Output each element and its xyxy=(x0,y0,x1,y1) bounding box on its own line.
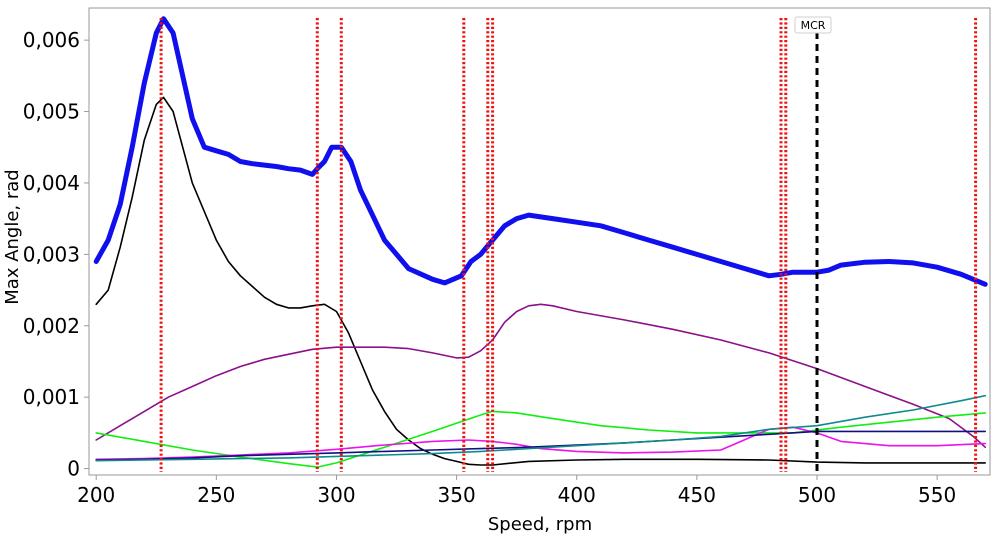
x-tick-label: 300 xyxy=(317,483,355,507)
x-tick-label: 550 xyxy=(918,483,956,507)
series-line-order-teal xyxy=(95,394,987,462)
x-tick-label: 350 xyxy=(438,483,476,507)
y-tick-label: 0,005 xyxy=(23,100,80,124)
mcr-label-box xyxy=(794,16,832,34)
x-axis-title: Speed, rpm xyxy=(488,514,592,535)
x-tick-label: 450 xyxy=(678,483,716,507)
x-tick-label: 250 xyxy=(197,483,235,507)
plot-frame xyxy=(88,7,991,476)
series-line-order-navy xyxy=(95,430,987,461)
y-tick-label: 0,001 xyxy=(23,385,80,409)
x-tick-label: 500 xyxy=(798,483,836,507)
y-tick-label: 0,004 xyxy=(23,171,80,195)
mcr-label: MCR xyxy=(801,19,826,32)
y-tick-label: 0 xyxy=(67,457,80,481)
y-tick-label: 0,006 xyxy=(23,28,80,52)
y-tick-label: 0,002 xyxy=(23,314,80,338)
x-tick-label: 400 xyxy=(558,483,596,507)
x-tick-label: 200 xyxy=(77,483,115,507)
y-axis-title: Max Angle, rad xyxy=(2,169,23,304)
y-tick-label: 0,003 xyxy=(23,242,80,266)
series-line-total xyxy=(93,16,988,287)
